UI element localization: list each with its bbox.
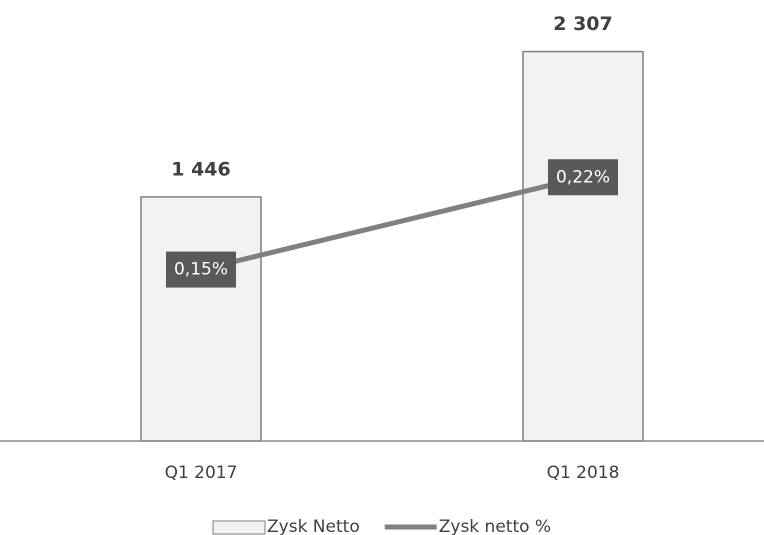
x-tick-label: Q1 2017 (165, 463, 238, 483)
line-value-label: 0,22% (556, 167, 610, 187)
value-label-box (165, 251, 237, 288)
legend-label: Zysk netto % (439, 517, 551, 535)
value-label-box (547, 159, 619, 196)
bar (522, 50, 644, 442)
legend-label: Zysk Netto (267, 517, 360, 535)
bar (140, 196, 262, 442)
bar-value-label: 2 307 (553, 13, 613, 35)
line (200, 174, 584, 272)
legend-swatch (212, 520, 266, 535)
x-tick-label: Q1 2018 (547, 463, 620, 483)
line-value-label: 0,15% (174, 260, 228, 280)
bar-value-label: 1 446 (171, 158, 231, 180)
